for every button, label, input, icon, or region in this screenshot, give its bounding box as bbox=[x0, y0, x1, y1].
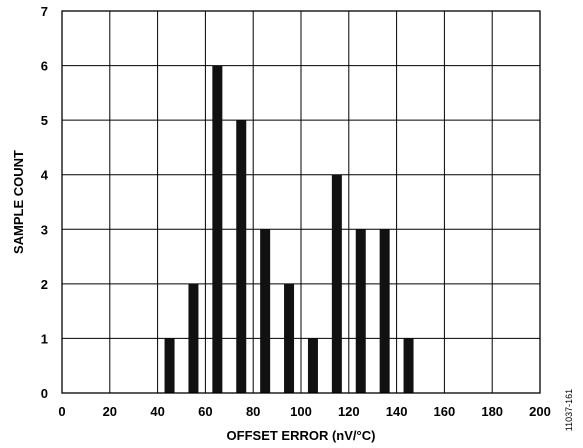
plot-frame bbox=[61, 10, 541, 394]
y-tick-label: 1 bbox=[41, 331, 48, 346]
x-axis-title: OFFSET ERROR (nV/°C) bbox=[227, 428, 376, 443]
grid-lines bbox=[61, 10, 541, 394]
x-tick-label: 40 bbox=[150, 404, 164, 419]
bars bbox=[164, 65, 414, 394]
bar bbox=[355, 229, 366, 393]
bar bbox=[212, 65, 223, 394]
y-tick-label: 5 bbox=[41, 113, 48, 128]
x-tick-label: 180 bbox=[481, 404, 503, 419]
bar bbox=[307, 338, 318, 393]
bar bbox=[164, 338, 175, 393]
x-tick-label: 0 bbox=[58, 404, 65, 419]
bar bbox=[236, 120, 247, 394]
bar bbox=[331, 174, 342, 393]
x-tick-labels: 0 20 40 60 80 100 120 140 160 180 200 bbox=[58, 404, 550, 419]
y-axis-title: SAMPLE COUNT bbox=[11, 150, 26, 254]
bar bbox=[403, 338, 414, 393]
y-tick-labels: 0 1 2 3 4 5 6 7 bbox=[41, 4, 49, 401]
y-tick-label: 7 bbox=[41, 4, 48, 19]
figure-id: 11037-161 bbox=[564, 389, 574, 431]
bar bbox=[284, 283, 295, 393]
x-tick-label: 60 bbox=[198, 404, 212, 419]
y-tick-label: 0 bbox=[41, 386, 48, 401]
x-tick-label: 160 bbox=[434, 404, 456, 419]
y-tick-label: 3 bbox=[41, 222, 48, 237]
x-tick-label: 80 bbox=[246, 404, 260, 419]
bar bbox=[188, 283, 199, 393]
y-tick-label: 4 bbox=[41, 168, 49, 183]
x-tick-label: 200 bbox=[529, 404, 551, 419]
y-tick-label: 6 bbox=[41, 59, 48, 74]
x-tick-label: 120 bbox=[338, 404, 360, 419]
y-tick-label: 2 bbox=[41, 277, 48, 292]
bar bbox=[260, 229, 271, 393]
x-tick-label: 20 bbox=[103, 404, 117, 419]
bar bbox=[379, 229, 390, 393]
x-tick-label: 100 bbox=[290, 404, 312, 419]
x-tick-label: 140 bbox=[386, 404, 408, 419]
